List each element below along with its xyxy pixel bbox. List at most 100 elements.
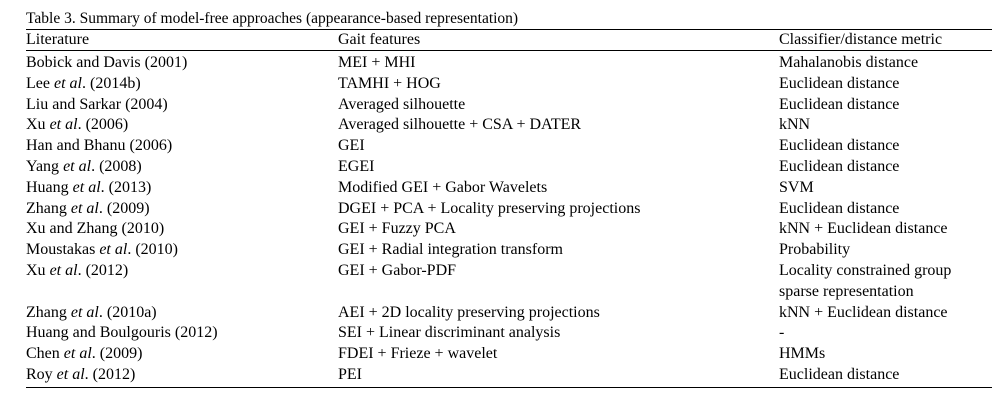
features-cell: Averaged silhouette (338, 95, 466, 113)
year-text: . (2008) (91, 157, 142, 175)
table-row: Lee et al. (2014b) TAMHI + HOG Euclidean… (26, 74, 992, 95)
header-gait-features: Gait features (338, 29, 779, 51)
classifier-cell: kNN + Euclidean distance (779, 303, 948, 321)
literature-cell: Xu et al. (2006) (26, 115, 338, 136)
author-text: Zhang (26, 199, 71, 217)
document-page: Table 3. Summary of model-free approache… (26, 9, 992, 388)
classifier-cell: kNN (779, 116, 811, 134)
literature-cell: Liu and Sarkar (2004) (26, 95, 338, 116)
table-row: Liu and Sarkar (2004) Averaged silhouett… (26, 95, 992, 116)
table-row: Xu et al. (2012) GEI + Gabor-PDF Localit… (26, 261, 992, 303)
year-text: . (2010a) (98, 303, 157, 321)
classifier-cell: Euclidean distance (779, 74, 900, 92)
features-cell: GEI (338, 137, 365, 155)
year-text: . (2009) (98, 199, 150, 217)
table-body: Bobick and Davis (2001) MEI + MHI Mahala… (26, 51, 992, 388)
features-cell: DGEI + PCA + Locality preserving project… (338, 199, 641, 217)
author-text: Roy (26, 365, 57, 383)
literature-cell: Yang et al. (2008) (26, 157, 338, 178)
year-text: (2012) (170, 324, 218, 342)
header-row: Literature Gait features Classifier/dist… (26, 29, 992, 51)
year-text: (2001) (140, 54, 188, 71)
features-cell: FDEI + Frieze + wavelet (338, 345, 498, 363)
literature-cell: Bobick and Davis (2001) (26, 51, 338, 74)
et-al-text: et al (63, 157, 92, 175)
author-text: Zhang (26, 303, 71, 321)
table-row: Bobick and Davis (2001) MEI + MHI Mahala… (26, 51, 992, 74)
classifier-cell: Euclidean distance (779, 157, 900, 175)
header-literature: Literature (26, 29, 338, 51)
author-text: Chen (26, 345, 64, 363)
features-cell: GEI + Fuzzy PCA (338, 220, 456, 238)
features-cell: EGEI (338, 157, 375, 175)
table-row: Huang and Boulgouris (2012) SEI + Linear… (26, 323, 992, 344)
author-text: Han and Bhanu (26, 137, 126, 155)
table-row: Zhang et al. (2010a) AEI + 2D locality p… (26, 303, 992, 324)
author-text: Huang and Boulgouris (26, 324, 171, 342)
table-caption: Table 3. Summary of model-free approache… (26, 10, 519, 27)
literature-cell: Han and Bhanu (2006) (26, 136, 338, 157)
features-cell: SEI + Linear discriminant analysis (338, 324, 561, 342)
et-al-text: et al (56, 365, 85, 383)
classifier-cell: Mahalanobis distance (779, 54, 919, 71)
literature-cell: Lee et al. (2014b) (26, 74, 338, 95)
year-text: (2010) (117, 220, 165, 238)
table-row: Zhang et al. (2009) DGEI + PCA + Localit… (26, 199, 992, 220)
year-text: . (2014b) (81, 74, 141, 92)
features-cell: Modified GEI + Gabor Wavelets (338, 178, 548, 196)
features-cell: AEI + 2D locality preserving projections (338, 303, 600, 321)
author-text: Yang (26, 157, 64, 175)
et-al-text: et al (70, 303, 99, 321)
et-al-text: et al (53, 74, 82, 92)
classifier-cell: Euclidean distance (779, 95, 900, 113)
literature-cell: Moustakas et al. (2010) (26, 240, 338, 261)
year-text: (2004) (121, 95, 168, 113)
author-text: Xu (26, 116, 50, 134)
table-row: Yang et al. (2008) EGEI Euclidean distan… (26, 157, 992, 178)
features-cell: MEI + MHI (338, 54, 416, 71)
classifier-cell: Euclidean distance (779, 137, 900, 155)
classifier-cell: Probability (779, 241, 851, 259)
classifier-cell: HMMs (779, 345, 826, 363)
table-row: Xu and Zhang (2010) GEI + Fuzzy PCA kNN … (26, 219, 992, 240)
author-text: Xu and Zhang (26, 220, 118, 238)
literature-cell: Chen et al. (2009) (26, 344, 338, 365)
author-text: Bobick and Davis (26, 54, 141, 71)
features-cell: GEI + Gabor-PDF (338, 261, 457, 279)
year-text: . (2013) (100, 178, 152, 196)
author-text: Liu and Sarkar (26, 95, 122, 113)
classifier-cell: Euclidean distance (779, 364, 992, 388)
summary-table: Literature Gait features Classifier/dist… (26, 29, 992, 388)
literature-cell: Roy et al. (2012) (26, 364, 338, 388)
features-cell: Averaged silhouette + CSA + DATER (338, 116, 582, 134)
literature-cell: Zhang et al. (2010a) (26, 303, 338, 324)
header-classifier: Classifier/distance metric (779, 29, 992, 51)
year-text: . (2009) (91, 345, 143, 363)
features-cell: TAMHI + HOG (338, 74, 441, 92)
year-text: (2006) (125, 137, 173, 155)
classifier-cell: - (779, 324, 785, 342)
literature-cell: Xu and Zhang (2010) (26, 219, 338, 240)
literature-cell: Huang and Boulgouris (2012) (26, 323, 338, 344)
author-text: Huang (26, 178, 73, 196)
year-text: . (2006) (77, 116, 129, 134)
classifier-cell: kNN + Euclidean distance (779, 220, 948, 238)
et-al-text: et al (72, 178, 101, 196)
et-al-text: et al (49, 261, 78, 279)
year-text: . (2012) (84, 365, 136, 383)
table-row: Roy et al. (2012) PEI Euclidean distance (26, 364, 992, 388)
author-text: Moustakas (26, 241, 100, 259)
literature-cell: Zhang et al. (2009) (26, 199, 338, 220)
literature-cell: Xu et al. (2012) (26, 261, 338, 303)
classifier-cell: Locality constrained group sparse repres… (779, 261, 952, 300)
classifier-cell: SVM (779, 178, 814, 196)
et-al-text: et al (99, 241, 128, 259)
classifier-cell: Euclidean distance (779, 199, 900, 217)
year-text: . (2012) (77, 261, 129, 279)
literature-cell: Huang et al. (2013) (26, 178, 338, 199)
table-row: Chen et al. (2009) FDEI + Frieze + wavel… (26, 344, 992, 365)
author-text: Xu (26, 261, 50, 279)
features-cell: PEI (338, 364, 779, 388)
et-al-text: et al (63, 345, 92, 363)
author-text: Lee (26, 74, 54, 92)
